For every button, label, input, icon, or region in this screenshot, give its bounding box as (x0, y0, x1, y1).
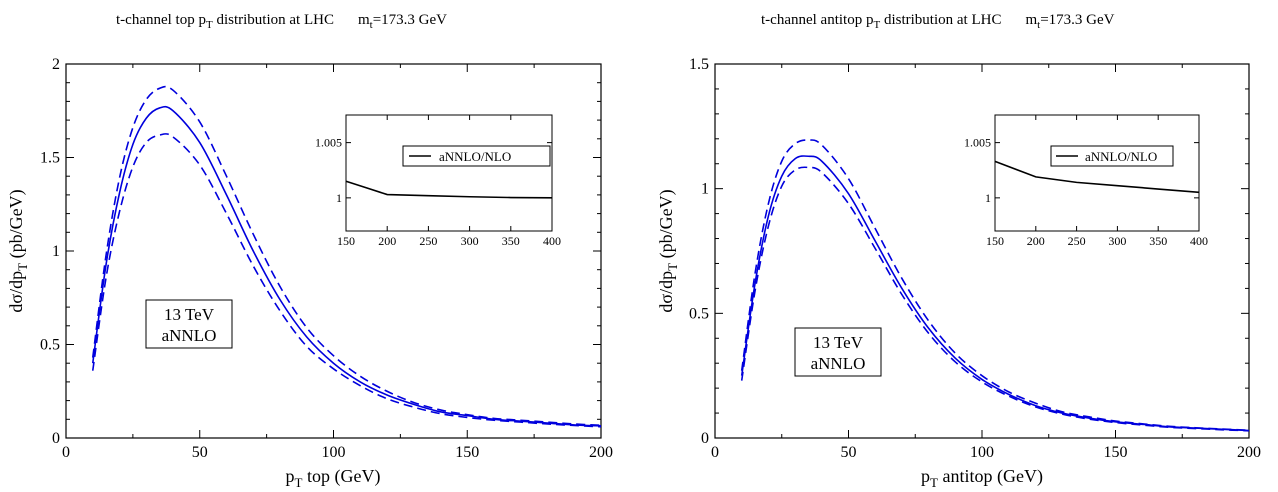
label-box: 13 TeV aNNLO (145, 299, 233, 349)
x-axis-label: pT antitop (GeV) (921, 466, 1043, 490)
inset-legend-box (402, 145, 551, 167)
y-tick-label: 1 (52, 243, 60, 260)
label-box-order: aNNLO (811, 354, 866, 373)
x-tick-label: 100 (322, 444, 346, 461)
inset-y-tick-label: 1.005 (315, 136, 342, 150)
y-axis-label: dσ/dpT (pb/GeV) (6, 189, 30, 312)
inset-frame (994, 114, 1200, 232)
y-tick-label: 1.5 (689, 56, 709, 73)
x-tick-label: 100 (970, 444, 994, 461)
y-tick-label: 1.5 (40, 150, 60, 167)
series-central-line (91, 105, 602, 427)
inset-x-tick-label: 250 (419, 234, 437, 248)
x-tick-label: 0 (62, 444, 70, 461)
ratio-inset: 150 200 250 300 350 400 1 1.005 aNNLO/NLO (315, 114, 561, 248)
x-tick-label: 50 (192, 444, 208, 461)
y-axis-label: dσ/dpT (pb/GeV) (656, 189, 680, 312)
inset-x-tick-label: 400 (1190, 234, 1208, 248)
inset-y-tick-label: 1.005 (964, 136, 991, 150)
inset-ratio-line (994, 160, 1200, 194)
chart-title: t-channel top pT distribution at LHC mt=1… (116, 12, 447, 31)
x-tick-label: 150 (1104, 444, 1128, 461)
inset-x-tick-label: 150 (337, 234, 355, 248)
axes: 0 50 100 150 200 0 0.5 1 1.5 (689, 56, 1261, 461)
label-box-frame (145, 299, 233, 349)
inset-legend-label: aNNLO/NLO (1085, 149, 1157, 164)
y-tick-label: 0.5 (689, 305, 709, 322)
inset-x-tick-label: 250 (1068, 234, 1086, 248)
inset-x-tick-label: 200 (378, 234, 396, 248)
x-tick-label: 50 (841, 444, 857, 461)
x-tick-label: 200 (589, 444, 613, 461)
y-tick-label: 1 (701, 181, 709, 198)
inset-x-tick-label: 300 (461, 234, 479, 248)
curves (91, 85, 602, 428)
chart-title: t-channel antitop pT distribution at LHC… (761, 12, 1115, 31)
series-upper-line (740, 139, 1250, 432)
series-lower-line (740, 166, 1250, 432)
inset-legend-box (1050, 145, 1174, 167)
inset-legend-label: aNNLO/NLO (439, 149, 511, 164)
y-tick-label: 0 (52, 430, 60, 447)
inset-axes: 150 200 250 300 350 400 1 1.005 (315, 115, 561, 248)
inset-ratio-line (345, 180, 553, 199)
label-box-order: aNNLO (162, 326, 217, 345)
x-axis-label: pT top (GeV) (286, 466, 381, 490)
inset-x-tick-label: 150 (986, 234, 1004, 248)
label-box: 13 TeV aNNLO (794, 327, 882, 377)
inset-curve (994, 160, 1200, 194)
x-tick-label: 0 (711, 444, 719, 461)
y-tick-label: 0.5 (40, 337, 60, 354)
y-tick-label: 0 (701, 430, 709, 447)
inset-y-tick-label: 1 (336, 191, 342, 205)
x-tick-label: 200 (1237, 444, 1261, 461)
label-box-frame (794, 327, 882, 377)
label-box-energy: 13 TeV (164, 305, 215, 324)
inset-x-tick-label: 300 (1108, 234, 1126, 248)
inset-x-tick-label: 200 (1027, 234, 1045, 248)
inset-frame (345, 114, 553, 232)
inset-curve (345, 180, 553, 199)
series-upper-line (91, 85, 602, 427)
y-tick-label: 2 (52, 56, 60, 73)
inset-x-tick-label: 400 (543, 234, 561, 248)
axes: 0 50 100 150 200 0 0.5 1 1.5 2 (40, 56, 613, 461)
inset-axes: 150 200 250 300 350 400 1 1.005 (964, 115, 1208, 248)
inset-y-tick-label: 1 (985, 191, 991, 205)
ratio-inset: 150 200 250 300 350 400 1 1.005 aNNLO/NLO (964, 114, 1208, 248)
inset-x-tick-label: 350 (502, 234, 520, 248)
curves (740, 139, 1250, 432)
chart-top: t-channel top pT distribution at LHC mt=1… (6, 12, 613, 490)
inset-x-tick-label: 350 (1149, 234, 1167, 248)
label-box-energy: 13 TeV (813, 333, 864, 352)
x-tick-label: 150 (455, 444, 479, 461)
chart-antitop: t-channel antitop pT distribution at LHC… (656, 12, 1261, 490)
